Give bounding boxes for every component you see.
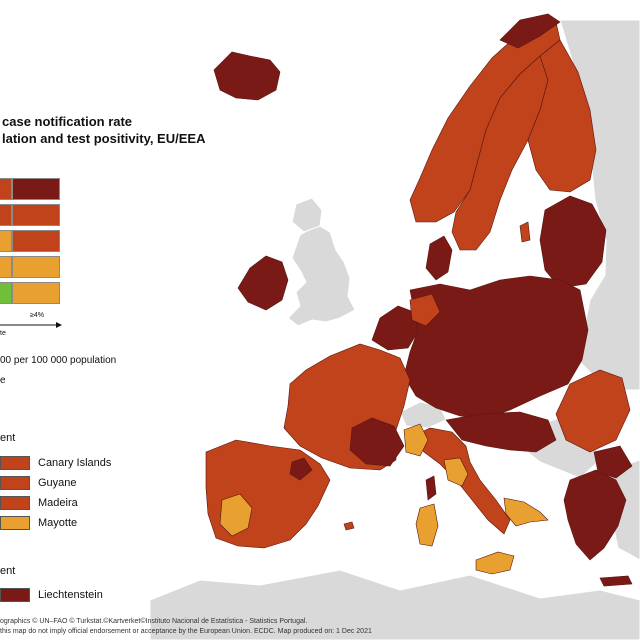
swatch-canary (0, 456, 30, 470)
small-states-heading: ent (0, 565, 16, 577)
region-italy-central (443, 457, 469, 487)
region-sardinia (415, 503, 439, 547)
footer-disclaimer: this map do not imply official endorseme… (0, 628, 372, 635)
matrix-axis-caption: te (0, 330, 6, 337)
north-africa (149, 569, 640, 640)
region-malta-islands (343, 521, 355, 531)
region-benelux (371, 305, 419, 351)
region-bulgaria (593, 445, 633, 479)
legend-row-guyane: Guyane (0, 476, 120, 490)
matrix-cell-r2c2 (12, 204, 60, 226)
matrix-cell-r1c2 (12, 178, 60, 200)
matrix-cell-r5c1 (0, 282, 12, 304)
region-sicily (475, 551, 515, 575)
region-italy-south (503, 497, 549, 527)
region-crete (599, 575, 633, 587)
region-corsica (425, 475, 437, 501)
region-greece (563, 469, 627, 561)
scotland (291, 197, 323, 233)
risk-matrix-legend (0, 178, 62, 312)
matrix-axis-label: ≥4% (30, 312, 44, 319)
region-eastern-edge (555, 369, 631, 453)
region-gotland (519, 221, 531, 243)
matrix-cell-r4c1 (0, 256, 12, 278)
region-baltics (539, 195, 607, 289)
region-poland-west (409, 293, 441, 327)
swatch-madeira (0, 496, 30, 510)
label-canary: Canary Islands (38, 457, 112, 469)
region-france-east (349, 417, 405, 467)
matrix-cell-r1c1 (0, 178, 12, 200)
matrix-cell-r3c1 (0, 230, 12, 252)
label-liechtenstein: Liechtenstein (38, 589, 103, 601)
threshold-text: 00 per 100 000 population (0, 355, 117, 366)
swatch-guyane (0, 476, 30, 490)
swatch-liechtenstein (0, 588, 30, 602)
legend-row-liechtenstein: Liechtenstein (0, 588, 120, 602)
region-ireland (237, 255, 289, 311)
legend-row-madeira: Madeira (0, 496, 120, 510)
region-iceland (213, 51, 281, 101)
legend-row-canary: Canary Islands (0, 456, 120, 470)
matrix-cell-r5c2 (12, 282, 60, 304)
great-britain (287, 224, 356, 327)
matrix-cell-r4c2 (12, 256, 60, 278)
label-madeira: Madeira (38, 497, 78, 509)
map-title-line1: case notification rate (2, 114, 133, 129)
swatch-mayotte (0, 516, 30, 530)
region-finland (527, 39, 597, 193)
region-denmark (425, 235, 453, 281)
footer-credits: ographics © UN–FAO © Turkstat.©Kartverke… (0, 618, 308, 625)
region-italy-piedmont (403, 423, 429, 457)
region-iberia (205, 439, 331, 549)
matrix-axis-arrow (0, 322, 62, 328)
legend-row-mayotte: Mayotte (0, 516, 120, 530)
outermost-heading: ent (0, 432, 16, 444)
map-title-line2: lation and test positivity, EU/EEA (2, 131, 206, 146)
label-mayotte: Mayotte (38, 517, 78, 529)
region-norway-north (499, 13, 561, 49)
threshold-text-2: e (0, 375, 6, 386)
matrix-cell-r2c1 (0, 204, 12, 226)
eu-eea-regions (205, 13, 633, 587)
region-spain-central (219, 493, 253, 537)
matrix-cell-r3c2 (12, 230, 60, 252)
region-spain-dark (289, 457, 313, 481)
region-austria-hungary (445, 411, 557, 453)
label-guyane: Guyane (38, 477, 77, 489)
